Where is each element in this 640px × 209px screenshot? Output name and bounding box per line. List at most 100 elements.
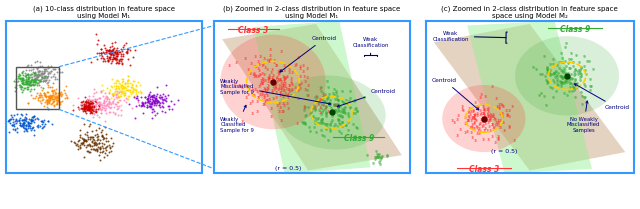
Point [561,73,571,76]
Point [102,48,113,52]
Point [86,99,96,102]
Point [319,92,330,96]
Point [116,85,126,88]
Point [29,77,39,81]
Point [40,68,50,71]
Point [88,106,98,110]
Point [15,83,26,87]
Point [502,114,512,117]
Point [87,106,97,109]
Point [544,72,554,75]
Point [124,84,134,88]
Point [262,86,273,89]
Point [42,119,52,123]
Point [99,56,109,60]
Point [247,111,257,114]
Point [109,102,120,105]
Point [96,130,106,134]
Point [0,124,6,127]
Point [579,96,589,99]
Point [84,104,94,108]
Point [95,148,106,151]
Point [467,115,477,119]
Point [259,77,269,81]
Point [545,85,556,88]
Point [576,72,586,75]
Point [17,123,28,127]
Point [47,81,58,84]
Point [155,94,165,97]
Point [154,103,164,106]
Point [42,76,52,80]
Point [90,149,100,152]
Point [86,110,96,113]
Point [456,104,467,108]
Point [150,95,161,98]
Point [271,90,282,93]
Point [570,78,580,82]
Point [477,105,488,108]
Point [17,72,28,75]
Point [278,82,289,85]
Point [157,95,167,98]
Point [147,110,157,113]
Text: No Weakly
Misclassified
Samples: No Weakly Misclassified Samples [567,101,600,133]
Point [109,50,120,54]
Point [30,79,40,83]
Point [33,74,43,77]
Point [73,139,83,142]
Point [322,126,332,129]
Point [579,54,589,57]
Point [241,83,251,87]
Point [33,81,43,84]
Text: Class 3: Class 3 [238,26,269,35]
Point [96,108,106,111]
Point [33,65,44,69]
Point [577,102,588,106]
Point [279,89,289,92]
Text: Weak
Classification: Weak Classification [352,37,389,56]
Point [487,122,497,126]
Point [117,86,127,89]
Point [314,121,324,124]
Point [111,54,122,57]
Point [81,105,91,108]
Point [22,72,32,76]
Point [104,105,114,108]
Point [548,96,559,99]
Point [562,80,572,84]
Point [46,96,56,100]
Point [554,60,564,64]
Point [123,74,133,78]
Point [111,102,122,106]
Point [110,87,120,90]
Point [82,101,92,104]
Point [4,119,14,122]
Point [88,142,99,145]
Point [37,72,47,75]
Text: Weakly
Classified
Sample for 9: Weakly Classified Sample for 9 [220,105,254,133]
Point [273,70,283,73]
Point [100,108,110,111]
Point [96,57,106,60]
Point [320,122,330,125]
Point [81,139,92,143]
Point [94,96,104,99]
Point [541,104,551,107]
Point [107,101,117,104]
Point [125,90,135,93]
Point [118,93,129,97]
Point [278,63,289,66]
Point [497,114,508,118]
Point [17,78,28,82]
Point [493,120,503,124]
Point [43,97,53,101]
Point [56,70,67,73]
Point [382,155,392,158]
Point [43,64,53,68]
Point [145,90,156,94]
Point [19,123,29,126]
Point [47,68,58,71]
Point [477,119,488,122]
Point [48,93,58,96]
